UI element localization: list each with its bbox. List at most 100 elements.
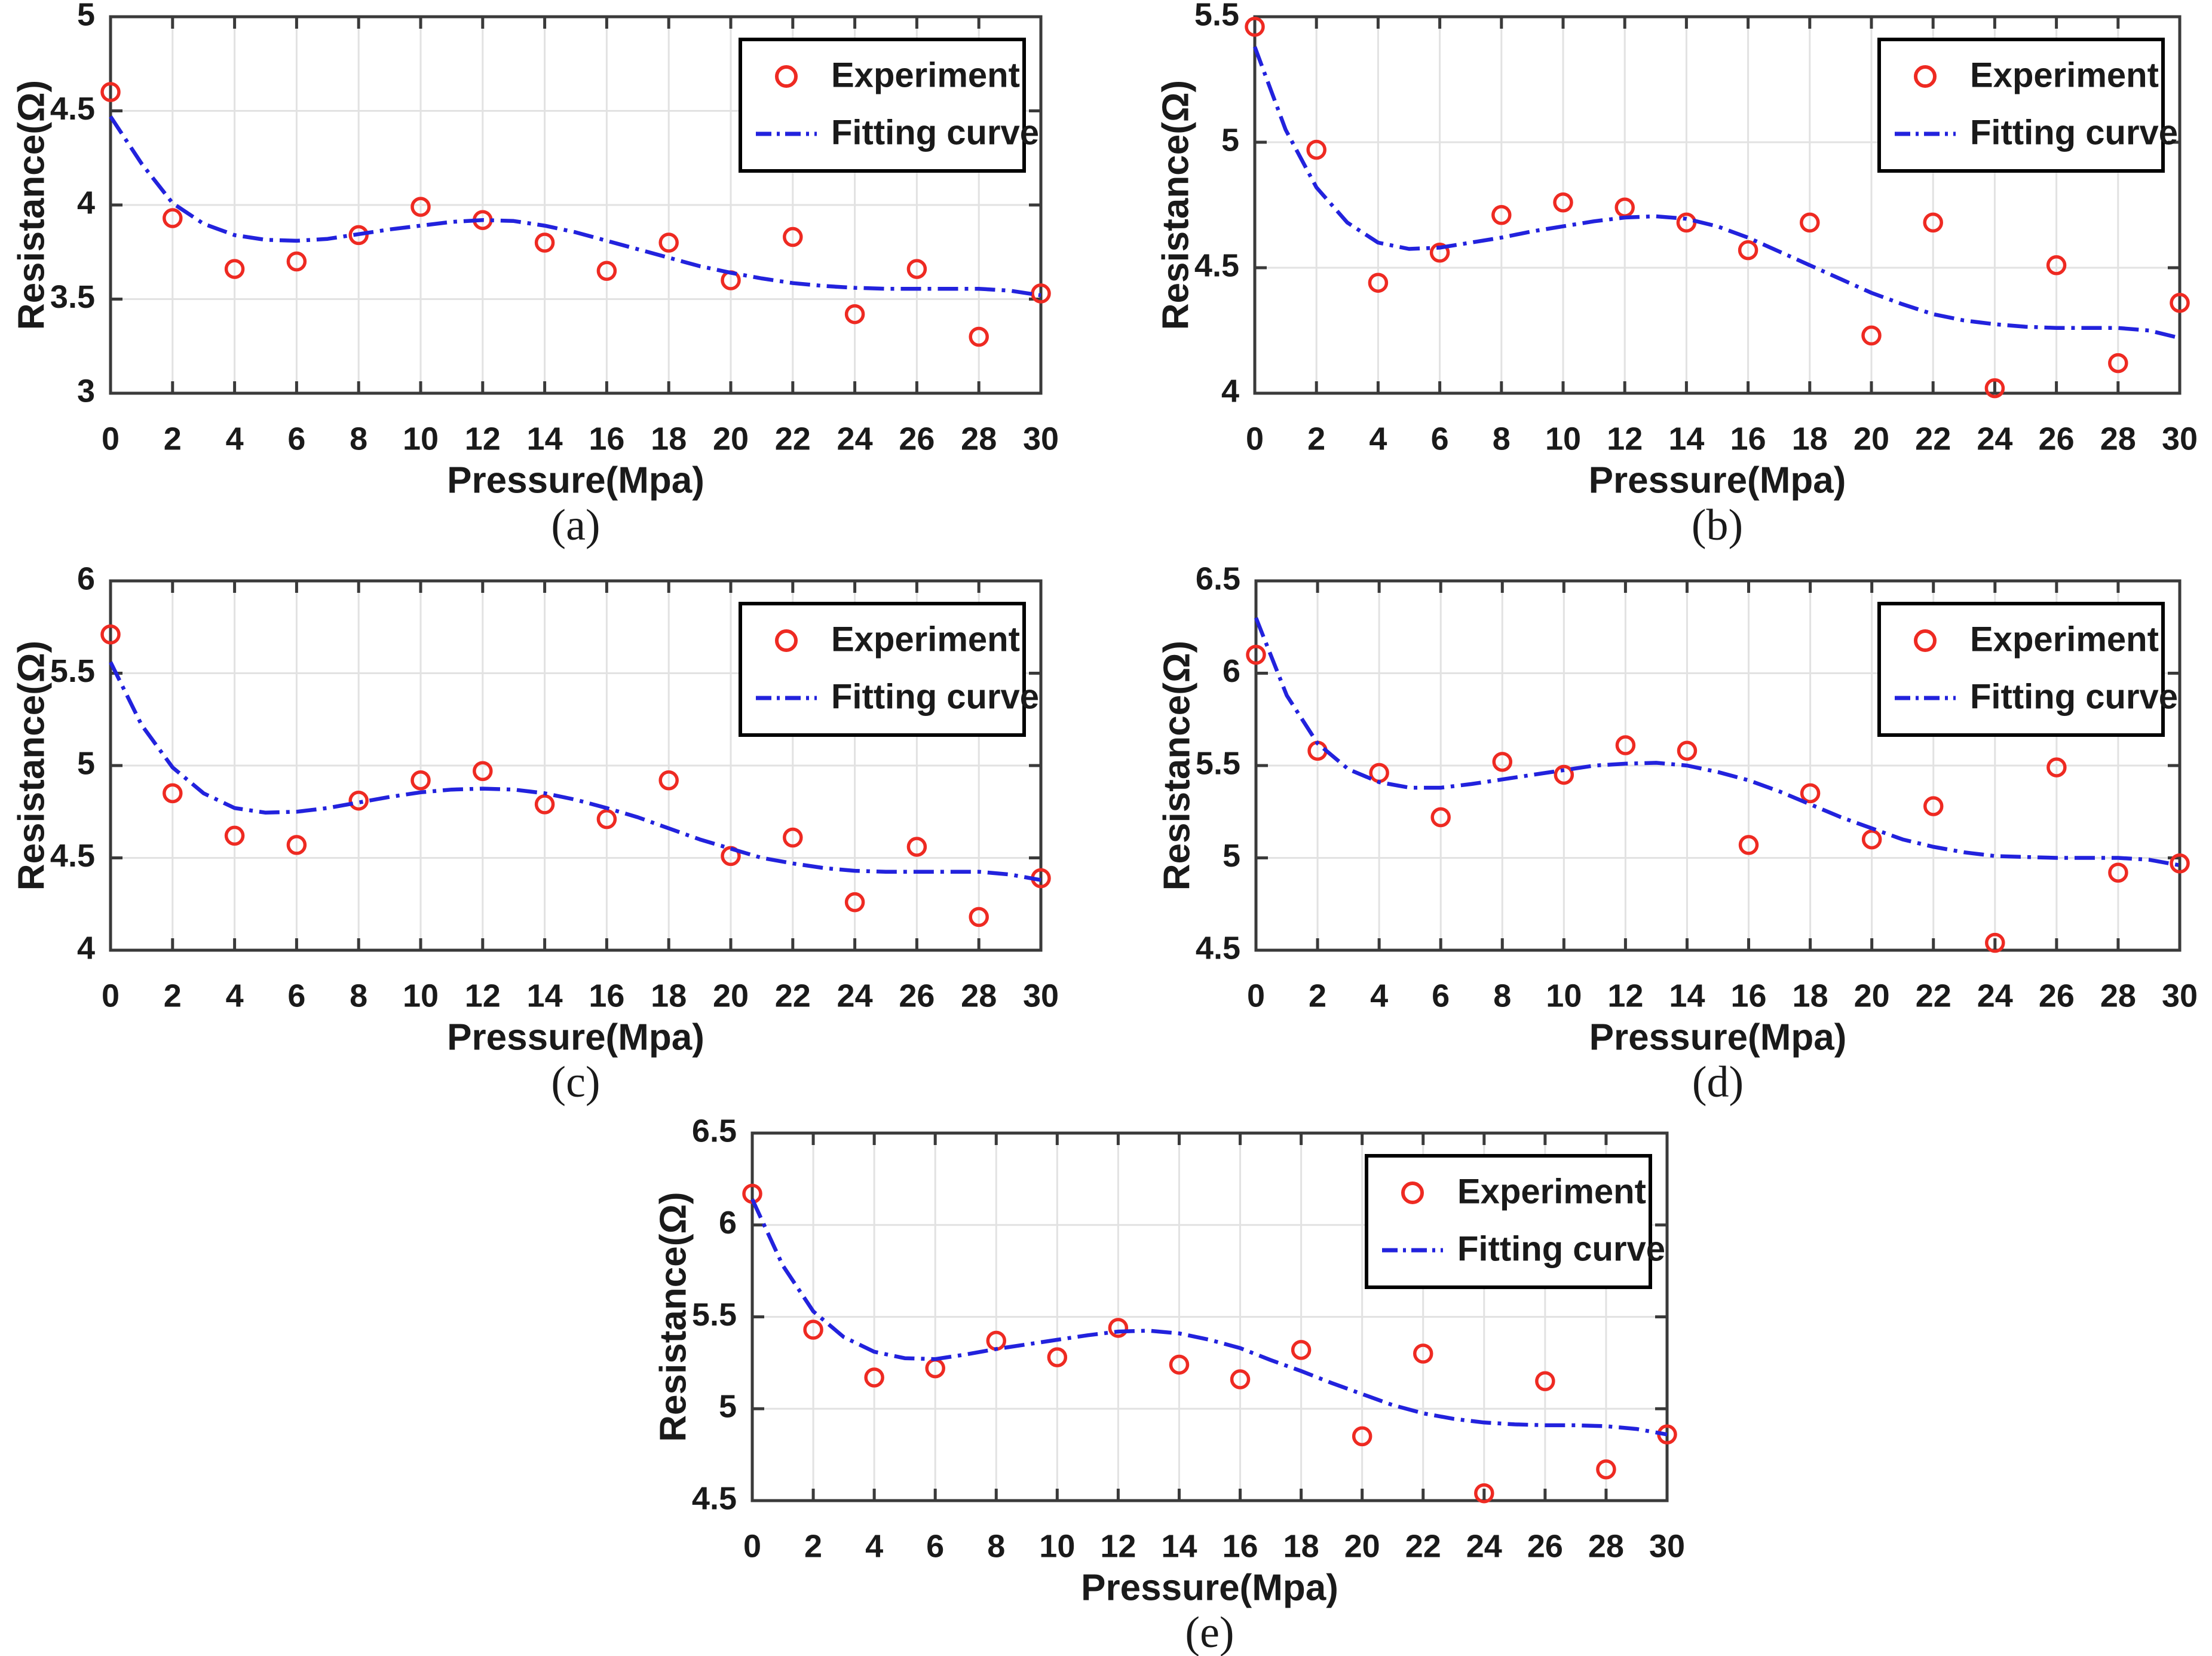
experiment-marker [906,837,927,857]
y-tick-label: 6 [719,1205,737,1241]
x-tick-label: 30 [1649,1528,1685,1564]
x-tick-label: 12 [1607,421,1643,457]
x-tick-label: 8 [987,1528,1005,1564]
x-tick-label: 2 [164,421,182,457]
legend-box [1365,1154,1652,1289]
x-tick-label: 0 [102,978,120,1014]
x-tick-label: 30 [1023,978,1059,1014]
experiment-marker [844,892,865,913]
legend-box [1877,38,2165,173]
experiment-marker [2108,862,2128,883]
x-tick-label: 28 [961,421,997,457]
fitting-curve [1252,46,2180,340]
subplot-e: 0 2 4 6 8 10 12 14 16 18 20 22 24 26 28 304.555.566.5Pr… [652,1113,1685,1656]
experiment-marker [1429,243,1450,263]
x-tick-label: 24 [1466,1528,1502,1564]
x-tick-label: 6 [287,978,305,1014]
x-tick-label: 6 [287,421,305,457]
y-tick-label: 5.5 [50,653,95,689]
experiment-marker [100,624,121,645]
experiment-marker [2108,353,2128,374]
experiment-marker [1923,212,1943,233]
x-tick-label: 4 [865,1528,883,1564]
fitting-curve [1254,617,2180,868]
y-tick-label: 3.5 [50,279,95,315]
y-axis-title: Resistance(Ω) [1156,641,1197,890]
experiment-marker [596,809,617,829]
experiment-marker [1800,783,1821,804]
x-tick-label: 12 [1607,978,1643,1014]
legend-experiment-label: Experiment [1457,1172,1646,1211]
x-tick-label: 20 [1344,1528,1380,1564]
experiment-marker [286,835,307,855]
legend: Experiment Fitting curve [1365,1154,1665,1289]
x-tick-label: 14 [1668,421,1704,457]
x-tick-label: 10 [1039,1528,1075,1564]
experiment-marker [410,770,431,791]
y-tick-label: 5.5 [692,1297,737,1333]
x-axis-title: Pressure(Mpa) [447,460,704,501]
x-tick-label: 26 [899,978,935,1014]
x-tick-label: 8 [350,978,367,1014]
y-tick-label: 6.5 [692,1113,737,1149]
experiment-marker [906,259,927,279]
subplot-caption: (e) [1185,1608,1234,1656]
y-axis-title: Resistance(Ω) [652,1192,694,1441]
y-tick-label: 5.5 [1194,0,1239,32]
x-tick-label: 22 [1915,421,1951,457]
x-tick-label: 14 [527,421,563,457]
y-tick-label: 6.5 [1196,561,1240,596]
x-tick-label: 2 [1307,421,1325,457]
experiment-marker [348,225,369,246]
x-tick-label: 6 [1431,421,1449,457]
x-tick-label: 16 [1730,978,1766,1014]
x-tick-label: 28 [2100,978,2136,1014]
x-tick-label: 28 [1588,1528,1624,1564]
fitting-curve [109,661,1041,882]
x-tick-label: 12 [465,421,501,457]
y-tick-label: 4 [77,930,95,966]
experiment-marker [163,208,183,228]
experiment-marker [658,232,679,253]
experiment-marker [1352,1426,1372,1447]
subplot-caption: (c) [551,1058,600,1107]
experiment-marker [534,794,555,815]
x-tick-label: 22 [1916,978,1951,1014]
x-tick-label: 18 [651,421,687,457]
x-tick-label: 10 [1546,978,1582,1014]
x-tick-label: 14 [527,978,563,1014]
x-tick-label: 24 [1977,978,2013,1014]
experiment-marker [1047,1347,1068,1367]
x-tick-label: 26 [2039,421,2075,457]
axis-box [1253,15,2182,395]
x-tick-label: 24 [837,421,873,457]
legend-fitting-curve-label: Fitting curve [1970,113,2178,152]
experiment-marker [1245,17,1265,37]
y-tick-label: 5 [1223,838,1240,874]
y-tick-label: 6 [1223,653,1240,689]
x-tick-label: 28 [961,978,997,1014]
x-tick-label: 30 [1023,421,1059,457]
experiment-marker [410,197,431,217]
legend-fitting-curve-label: Fitting curve [831,677,1039,716]
legend-box [739,38,1026,173]
legend: Experiment Fitting curve [739,38,1039,173]
experiment-marker [2046,757,2067,778]
experiment-marker [286,251,307,272]
experiment-marker [1985,932,2005,953]
legend-experiment-label: Experiment [1970,56,2159,94]
x-tick-label: 6 [926,1528,944,1564]
x-tick-label: 20 [713,421,749,457]
x-axis-title: Pressure(Mpa) [1589,1017,1847,1058]
x-tick-label: 12 [1100,1528,1136,1564]
x-tick-label: 26 [1527,1528,1563,1564]
x-tick-label: 0 [102,421,120,457]
x-tick-label: 26 [899,421,935,457]
experiment-marker [1492,752,1513,772]
experiment-marker [1230,1369,1251,1389]
x-tick-label: 24 [837,978,873,1014]
y-axis-title: Resistance(Ω) [1155,80,1196,330]
legend-experiment-label: Experiment [1970,620,2159,659]
legend: Experiment Fitting curve [739,602,1039,737]
experiment-marker [803,1320,823,1340]
